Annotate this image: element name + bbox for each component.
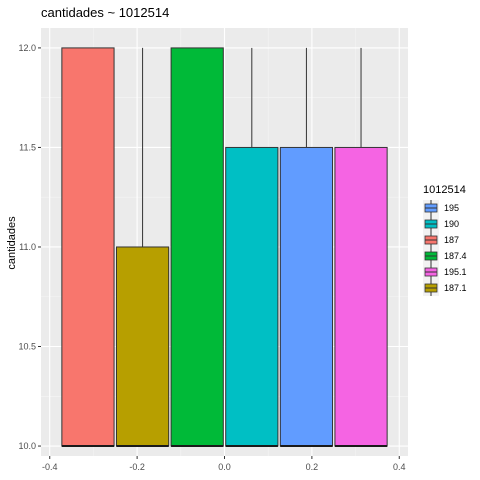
legend-label: 187 (444, 235, 459, 245)
x-tick-label: 0.2 (306, 462, 319, 472)
legend-label: 195 (444, 203, 459, 213)
box-187 (61, 47, 115, 447)
y-tick-label: 11.5 (19, 142, 36, 152)
legend-label: 195.1 (444, 267, 467, 277)
x-tick-label: 0.4 (393, 462, 406, 472)
box-190 (225, 146, 279, 447)
x-tick-label: -0.2 (129, 462, 145, 472)
box-187.1 (115, 246, 170, 447)
legend-label: 190 (444, 219, 459, 229)
legend-label: 187.1 (444, 283, 467, 293)
chart-title: cantidades ~ 1012514 (41, 5, 169, 20)
box-195.1 (334, 146, 388, 447)
y-tick-label: 11.0 (19, 242, 36, 252)
legend-keys: 195 190 187 187.4 195.1 187.1 (423, 200, 467, 296)
y-tick-labels: 10.0 10.5 11.0 11.5 12.0 (18, 43, 36, 451)
legend: 1012514 195 190 187 187.4 195.1 187.1 (423, 184, 467, 296)
whiskers (142, 47, 362, 247)
y-tick-label: 10.5 (18, 342, 36, 352)
x-tick-labels: -0.4 -0.2 0.0 0.2 0.4 (42, 462, 406, 472)
x-tick-label: 0.0 (218, 462, 231, 472)
legend-title: 1012514 (423, 184, 466, 196)
y-tick-label: 10.0 (18, 441, 36, 451)
axis-ticks (38, 47, 400, 459)
y-axis-title: cantidades (6, 216, 18, 270)
legend-label: 187.4 (444, 251, 467, 261)
x-tick-label: -0.4 (42, 462, 58, 472)
box-187.4 (170, 47, 224, 447)
boxes (61, 47, 388, 448)
y-tick-label: 12.0 (18, 43, 36, 53)
box-195 (279, 146, 334, 447)
